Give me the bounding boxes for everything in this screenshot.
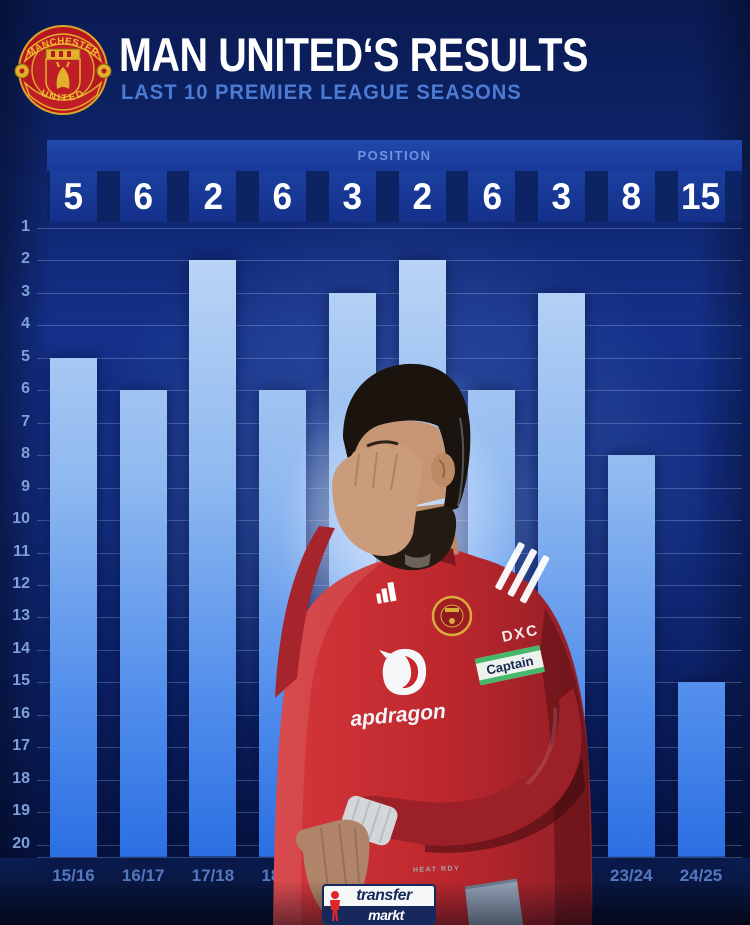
position-band-label: POSITION [357, 148, 432, 163]
y-tick-12: 12 [12, 574, 30, 592]
position-cell-23/24: 8 [607, 171, 655, 222]
tm-logo-line2: markt [368, 906, 404, 923]
x-label-16/17: 16/17 [121, 866, 165, 885]
gridline-position-3 [37, 292, 742, 294]
position-cell-15/16: 5 [50, 171, 97, 222]
y-tick-16: 16 [12, 704, 30, 722]
position-cell-20/21: 2 [398, 171, 446, 222]
y-tick-10: 10 [12, 510, 30, 528]
position-values-row: 5 6 2 6 3 2 6 3 8 15 [47, 171, 742, 222]
y-tick-7: 7 [21, 412, 30, 430]
y-tick-2: 2 [21, 250, 30, 268]
position-band: POSITION [47, 140, 742, 171]
bar-15/16 [50, 357, 97, 857]
position-cell-17/18: 2 [189, 171, 237, 222]
y-tick-6: 6 [21, 380, 30, 398]
position-cell-24/25: 15 [677, 171, 725, 222]
y-tick-5: 5 [21, 347, 30, 365]
position-value: 6 [133, 175, 153, 217]
bar-23/24 [607, 455, 655, 857]
gridline-position-2 [37, 260, 742, 262]
gridline-position-4 [37, 325, 742, 327]
position-value: 3 [342, 175, 363, 217]
position-cell-22/23: 3 [538, 171, 585, 222]
y-tick-4: 4 [21, 315, 30, 333]
page-title: MAN UNITED‘S RESULTS [119, 28, 589, 81]
bar-24/25 [677, 682, 725, 857]
player-photo-bruno-fernandes: apdragon DXC Captain HEAT RDY [273, 363, 593, 925]
y-tick-9: 9 [21, 477, 30, 495]
bar-17/18 [189, 260, 237, 857]
position-value: 3 [551, 175, 572, 217]
y-tick-18: 18 [12, 769, 30, 787]
gridline-position-1 [37, 228, 742, 229]
position-value: 2 [412, 175, 432, 217]
position-value: 2 [203, 175, 223, 217]
tm-logo-line1: transfer [356, 887, 412, 904]
y-tick-20: 20 [12, 834, 30, 852]
position-value: 6 [482, 175, 502, 217]
position-cell-19/20: 3 [328, 171, 376, 222]
player-ear [431, 453, 455, 487]
x-label-15/16: 15/16 [52, 866, 95, 885]
manchester-united-crest: MANCHESTER UNITED [14, 25, 112, 115]
y-tick-1: 1 [21, 218, 30, 235]
y-tick-15: 15 [12, 672, 30, 690]
bar-16/17 [119, 390, 167, 858]
y-tick-11: 11 [13, 542, 30, 560]
y-tick-14: 14 [12, 639, 30, 657]
x-label-23/24: 23/24 [610, 866, 653, 885]
y-tick-8: 8 [21, 445, 30, 463]
x-label-17/18: 17/18 [191, 866, 235, 885]
position-value: 15 [681, 175, 721, 217]
position-value: 5 [63, 175, 84, 217]
position-value: 8 [621, 175, 642, 217]
transfermarkt-figure-icon [330, 891, 340, 921]
header: MANCHESTER UNITED MAN UNITED‘S RESULTS L… [0, 0, 750, 135]
shirt-crest [431, 595, 473, 637]
y-tick-17: 17 [12, 737, 30, 755]
position-value: 6 [272, 175, 293, 217]
y-tick-13: 13 [12, 607, 30, 625]
page-subtitle: LAST 10 PREMIER LEAGUE SEASONS [121, 81, 522, 104]
position-cell-21/22: 6 [468, 171, 516, 222]
transfermarkt-logo: transfer markt [322, 884, 436, 925]
position-cell-18/19: 6 [259, 171, 307, 222]
y-tick-19: 19 [12, 802, 30, 820]
position-cell-16/17: 6 [119, 171, 167, 222]
x-label-24/25: 24/25 [679, 866, 723, 885]
y-tick-3: 3 [21, 282, 30, 300]
